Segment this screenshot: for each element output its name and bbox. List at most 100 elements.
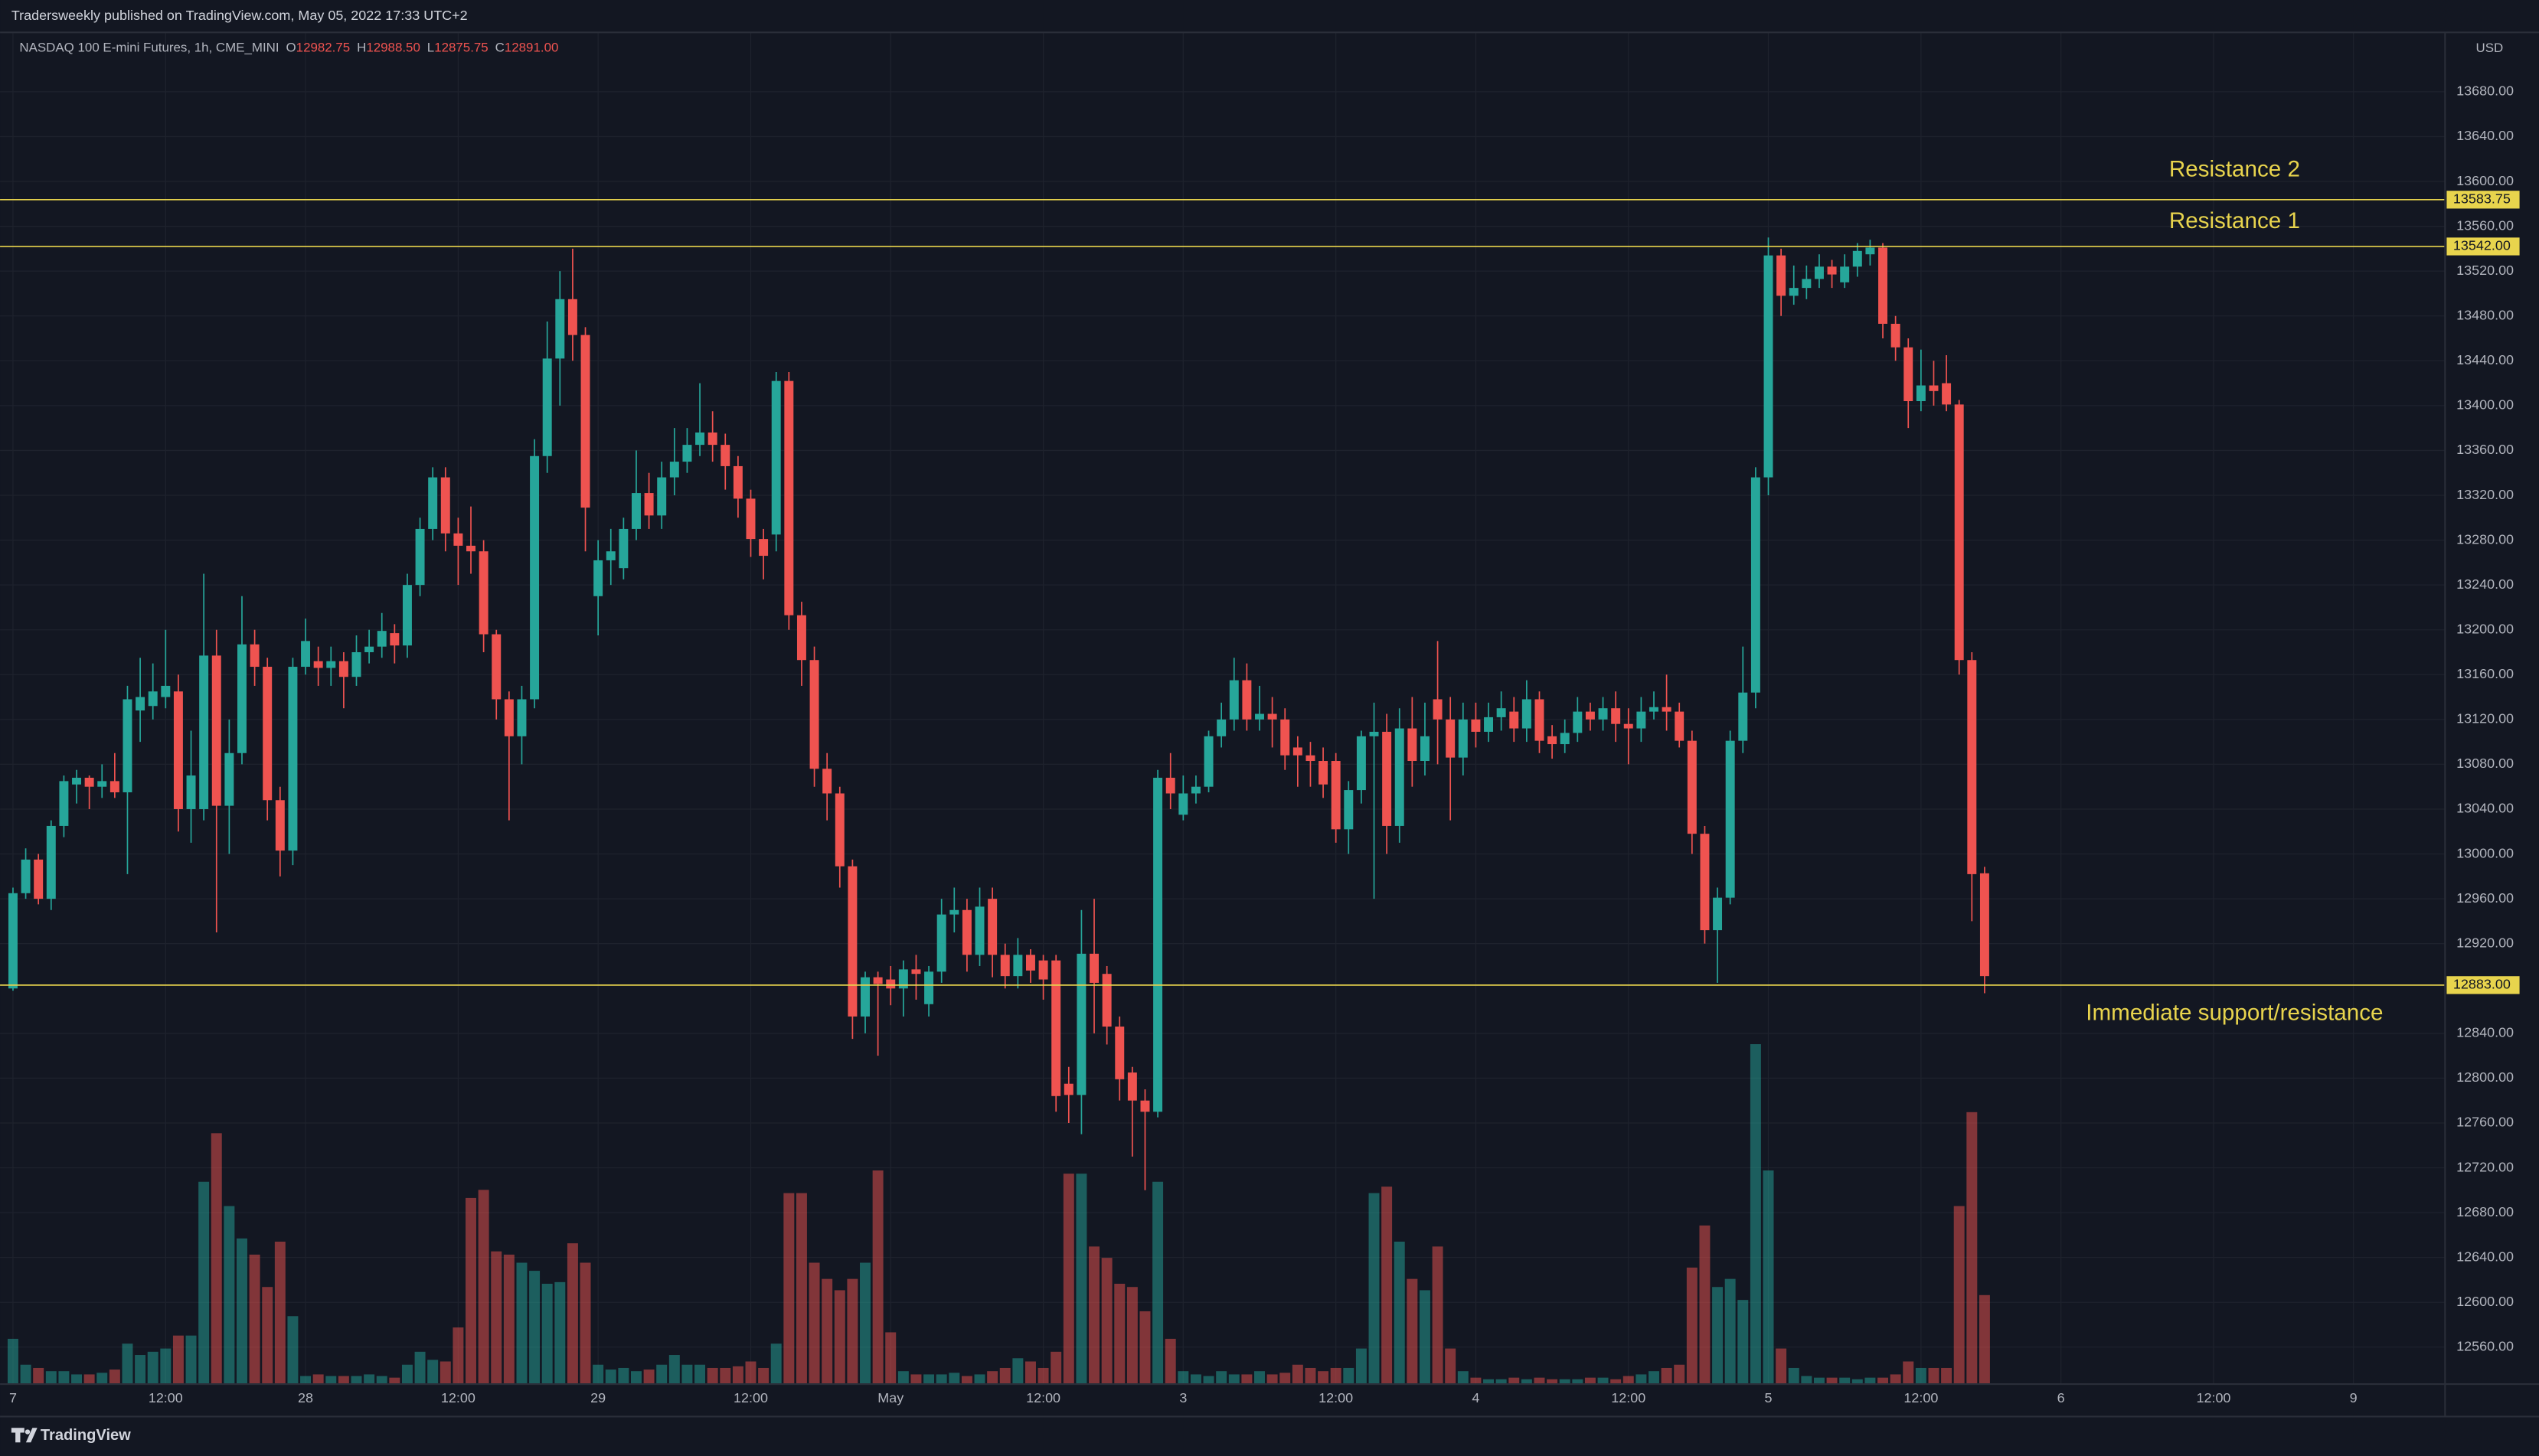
candle-body — [1394, 728, 1404, 826]
candle-body — [1382, 731, 1392, 826]
currency: USD — [2475, 41, 2503, 55]
candle-body — [1827, 266, 1837, 275]
volume-bar — [224, 1206, 235, 1385]
candle-body — [1649, 707, 1658, 712]
candle-body — [1090, 953, 1100, 983]
volume-bar — [822, 1278, 833, 1385]
volume-bar — [860, 1262, 871, 1385]
candle-body — [1471, 719, 1481, 732]
volume-bar — [300, 1376, 312, 1385]
y-tick-label: 13200.00 — [2456, 621, 2514, 636]
candle-body — [771, 380, 781, 535]
volume-bar — [237, 1238, 247, 1385]
candle-body — [1700, 834, 1710, 931]
volume-bar — [20, 1364, 31, 1385]
x-tick-label: 12:00 — [1026, 1390, 1060, 1405]
candle-body — [1292, 747, 1302, 756]
x-tick-label: 12:00 — [2196, 1390, 2230, 1405]
candle-body — [1356, 736, 1366, 791]
volume-bar — [1368, 1193, 1380, 1385]
volume-bar — [1495, 1379, 1507, 1385]
volume-bar — [1152, 1181, 1164, 1385]
candle-body — [1890, 323, 1900, 348]
level-price-label: 12883.00 — [2453, 977, 2511, 992]
candle-body — [428, 477, 438, 529]
candle-body — [1509, 711, 1519, 729]
y-tick-label: 13600.00 — [2456, 173, 2514, 188]
volume-bar — [1076, 1174, 1087, 1385]
x-tick-label: 12:00 — [734, 1390, 768, 1405]
candle-body — [275, 800, 285, 851]
candle-body — [59, 781, 69, 826]
volume-bar — [1126, 1287, 1138, 1385]
volume-bar — [1966, 1112, 1978, 1385]
candle-body — [721, 445, 730, 466]
y-tick-label: 12720.00 — [2456, 1159, 2514, 1174]
y-tick-label: 13480.00 — [2456, 307, 2514, 322]
y-tick-label: 12800.00 — [2456, 1069, 2514, 1085]
volume-bar — [720, 1367, 731, 1385]
volume-bar — [351, 1376, 362, 1385]
y-tick-label: 12680.00 — [2456, 1204, 2514, 1219]
x-tick-label: 6 — [2057, 1390, 2065, 1405]
candle-body — [1840, 266, 1850, 282]
candle-body — [1738, 692, 1748, 741]
x-tick-label: 3 — [1179, 1390, 1187, 1405]
volume-bar — [1699, 1225, 1711, 1385]
volume-bar — [262, 1287, 273, 1385]
candle-body — [390, 633, 400, 646]
volume-bar — [1610, 1379, 1622, 1385]
candle-body — [1776, 255, 1786, 296]
candle-body — [21, 859, 31, 893]
level-price-label: 13542.00 — [2453, 238, 2511, 253]
candle-body — [123, 699, 132, 793]
volume-bar — [1915, 1367, 1926, 1385]
volume-bar — [974, 1374, 985, 1385]
candle-body — [1484, 717, 1494, 732]
footer-logo: TradingView — [11, 1427, 131, 1444]
candle-body — [1051, 960, 1061, 1096]
candle-body — [682, 445, 692, 462]
candle-body — [1802, 279, 1812, 289]
legend-key: O — [286, 41, 296, 55]
volume-bar — [936, 1374, 947, 1385]
candle-body — [517, 699, 527, 736]
volume-bar — [135, 1355, 146, 1385]
volume-bar — [783, 1193, 795, 1385]
volume-bar — [885, 1332, 897, 1385]
y-tick-label: 12560.00 — [2456, 1339, 2514, 1354]
y-tick-label: 13080.00 — [2456, 756, 2514, 771]
y-tick-label: 12840.00 — [2456, 1025, 2514, 1040]
volume-bar — [1407, 1278, 1418, 1385]
candle-body — [288, 667, 298, 851]
volume-bar — [274, 1242, 286, 1385]
volume-bar — [364, 1374, 375, 1385]
x-tick-label: 12:00 — [149, 1390, 183, 1405]
volume-bar — [1483, 1379, 1495, 1385]
candle-body — [34, 859, 44, 899]
volume-bar — [1903, 1361, 1914, 1385]
volume-bar — [1547, 1379, 1558, 1385]
volume-bar — [1597, 1377, 1609, 1385]
volume-bar — [1203, 1376, 1214, 1385]
candle-body — [1750, 477, 1760, 693]
volume-bar — [389, 1377, 400, 1385]
candle-body — [1204, 736, 1214, 787]
candle-body — [1140, 1100, 1150, 1112]
candle-body — [1623, 723, 1633, 729]
candle-body — [606, 551, 616, 560]
candle-body — [1102, 974, 1112, 1027]
candle-body — [1280, 719, 1290, 756]
volume-bar — [185, 1335, 197, 1385]
candle-body — [886, 979, 896, 989]
candle-body — [364, 646, 374, 652]
candle-body — [567, 299, 577, 335]
candle-body — [97, 781, 107, 787]
volume-bar — [1355, 1348, 1367, 1385]
candle-body — [402, 585, 412, 646]
volume-bar — [58, 1371, 70, 1385]
volume-bar — [1343, 1367, 1354, 1385]
candle-body — [148, 691, 158, 707]
volume-bar — [618, 1367, 629, 1385]
candle-body — [593, 560, 603, 596]
